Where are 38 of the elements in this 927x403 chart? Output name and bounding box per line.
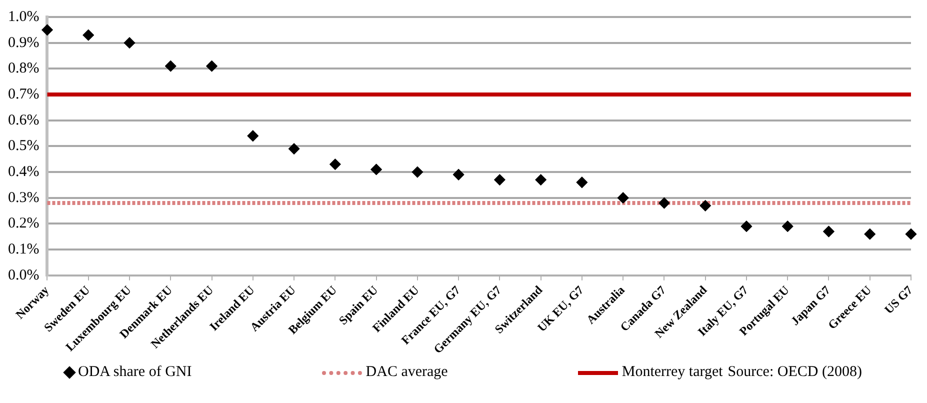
- y-tick-label: 0.4%: [8, 164, 40, 180]
- point: [288, 143, 300, 154]
- point: [823, 226, 834, 237]
- point: [247, 130, 258, 142]
- legend-label: Monterrey target: [622, 364, 723, 381]
- point: [618, 192, 629, 204]
- y-tick-label: 0.0%: [8, 267, 40, 284]
- y-tick-label: 0.7%: [8, 86, 40, 102]
- point: [906, 228, 916, 240]
- point: [740, 220, 752, 232]
- point: [124, 37, 136, 48]
- y-tick-label: 0.5%: [8, 138, 40, 154]
- y-tick-label: 1.0%: [8, 8, 40, 25]
- point: [206, 60, 218, 72]
- point: [535, 174, 546, 186]
- legend-label: DAC average: [366, 364, 448, 381]
- x-tick-label: US G7: [882, 282, 916, 317]
- point: [576, 176, 588, 188]
- y-tick-label: 0.6%: [8, 112, 40, 128]
- y-tick-label: 0.8%: [8, 60, 40, 77]
- point: [864, 228, 876, 240]
- point: [658, 198, 670, 209]
- point: [453, 169, 464, 180]
- legend-label: ODA share of GNI: [78, 364, 192, 381]
- y-tick-label: 0.9%: [8, 34, 40, 51]
- point: [412, 166, 423, 178]
- point: [165, 60, 176, 72]
- y-tick-label: 0.3%: [8, 190, 40, 206]
- y-tick-label: 0.1%: [8, 242, 40, 258]
- point: [700, 200, 711, 212]
- source-note: Source: OECD (2008): [728, 364, 862, 381]
- y-tick-label: 0.2%: [8, 216, 40, 232]
- point: [494, 174, 506, 186]
- point: [82, 30, 94, 41]
- point: [782, 220, 794, 232]
- point: [42, 24, 53, 36]
- point: [370, 164, 382, 175]
- point: [330, 158, 341, 170]
